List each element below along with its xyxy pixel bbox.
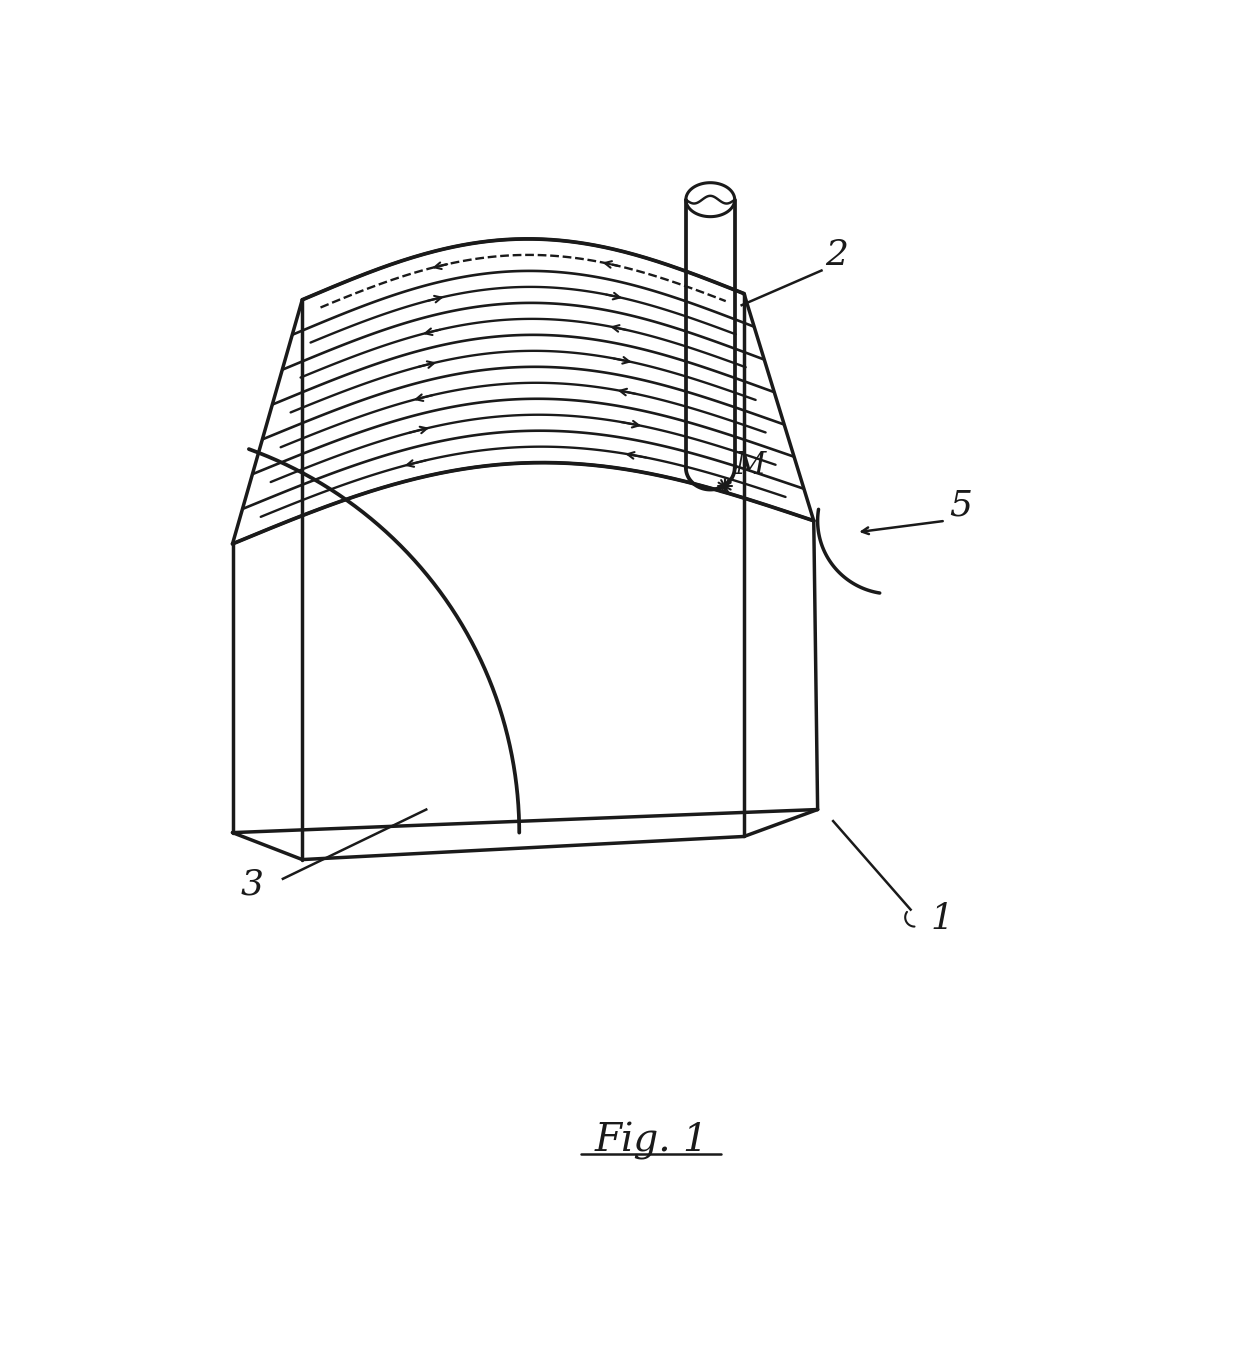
Text: Fig. 1: Fig. 1 <box>594 1121 708 1159</box>
Text: 1: 1 <box>930 902 954 936</box>
Text: 5: 5 <box>950 488 972 522</box>
Text: 3: 3 <box>241 868 263 902</box>
Text: M: M <box>734 450 766 481</box>
Text: 2: 2 <box>826 239 848 273</box>
